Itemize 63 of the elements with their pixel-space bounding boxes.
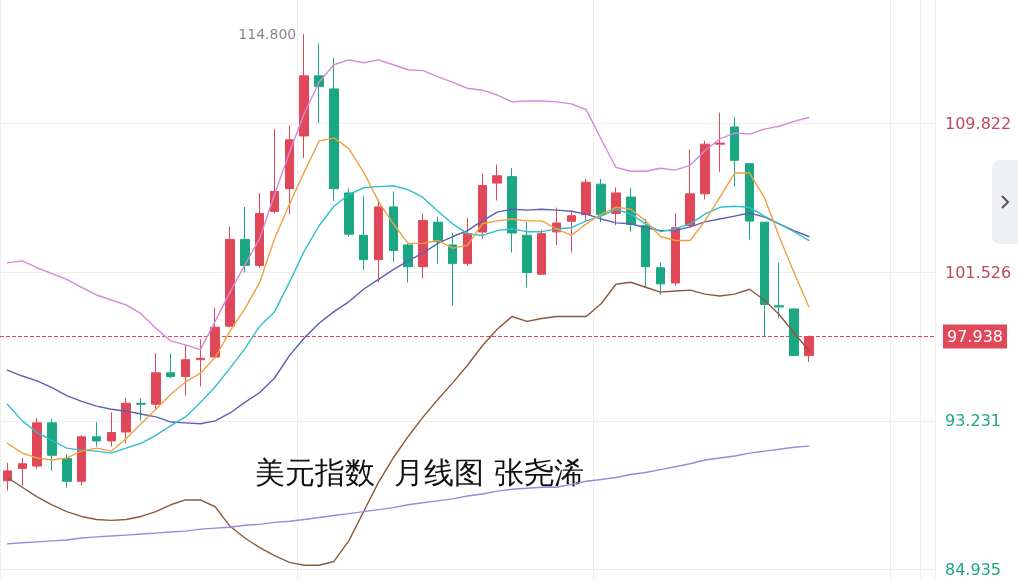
candlestick — [255, 192, 264, 269]
candlestick — [107, 411, 116, 448]
candlestick — [478, 172, 487, 239]
candlestick — [18, 457, 27, 487]
candlestick — [596, 178, 606, 223]
annotation: 114.800 — [238, 26, 297, 43]
ref-line-label: 97.938 — [947, 326, 1003, 346]
candlestick — [181, 344, 190, 396]
candlestick — [433, 216, 443, 265]
candlestick — [760, 221, 769, 337]
candlestick — [804, 335, 814, 363]
candlestick — [329, 57, 339, 202]
line-series — [6, 208, 810, 425]
candlestick — [463, 217, 472, 267]
y-tick-label: 109.822 — [945, 113, 1012, 133]
candlestick — [299, 33, 309, 159]
candlestick — [403, 242, 413, 283]
candlestick — [789, 307, 799, 357]
candlestick — [136, 397, 146, 422]
candlestick — [240, 206, 250, 274]
candlestick — [3, 462, 12, 491]
candlestick — [196, 338, 205, 387]
y-tick-label: 84.935 — [945, 560, 1001, 580]
candlestick — [359, 195, 368, 271]
line-series — [6, 281, 810, 566]
candlestick — [389, 190, 398, 263]
candlestick — [700, 140, 710, 200]
candlestick — [656, 262, 665, 296]
candlestick — [671, 212, 680, 287]
candlestick — [730, 116, 739, 187]
y-tick-label: 101.526 — [945, 262, 1012, 282]
candlestick — [685, 149, 695, 229]
candlestick — [92, 421, 101, 448]
candlestick — [77, 434, 86, 487]
candlestick — [492, 164, 502, 201]
candlestick — [166, 352, 175, 379]
candlestick — [774, 262, 784, 319]
y-tick-label: 93.231 — [945, 411, 1001, 431]
candlestick — [507, 167, 517, 253]
candlestick — [448, 232, 457, 307]
line-series — [6, 445, 810, 545]
candlestick — [715, 112, 725, 173]
candlestick — [344, 188, 354, 238]
candlestick — [225, 225, 235, 328]
candlestick — [522, 221, 532, 288]
candlestick — [567, 210, 576, 254]
candlestick — [285, 125, 294, 215]
candlestick — [47, 418, 57, 472]
candlestick — [374, 200, 383, 283]
text: 美元指数 月线图 张尧浠 — [255, 454, 584, 490]
line-series — [6, 185, 810, 454]
candlestick — [745, 163, 754, 240]
candlestick — [210, 307, 220, 359]
candlestick — [581, 178, 591, 222]
candlestick — [641, 218, 650, 289]
candlestick — [537, 229, 546, 275]
candlestick — [270, 128, 279, 214]
line-series — [6, 59, 810, 351]
candlestick — [32, 417, 42, 470]
candlestick — [121, 397, 131, 444]
candlestick — [418, 212, 428, 279]
candlestick — [151, 352, 161, 410]
candlestick — [62, 454, 72, 489]
